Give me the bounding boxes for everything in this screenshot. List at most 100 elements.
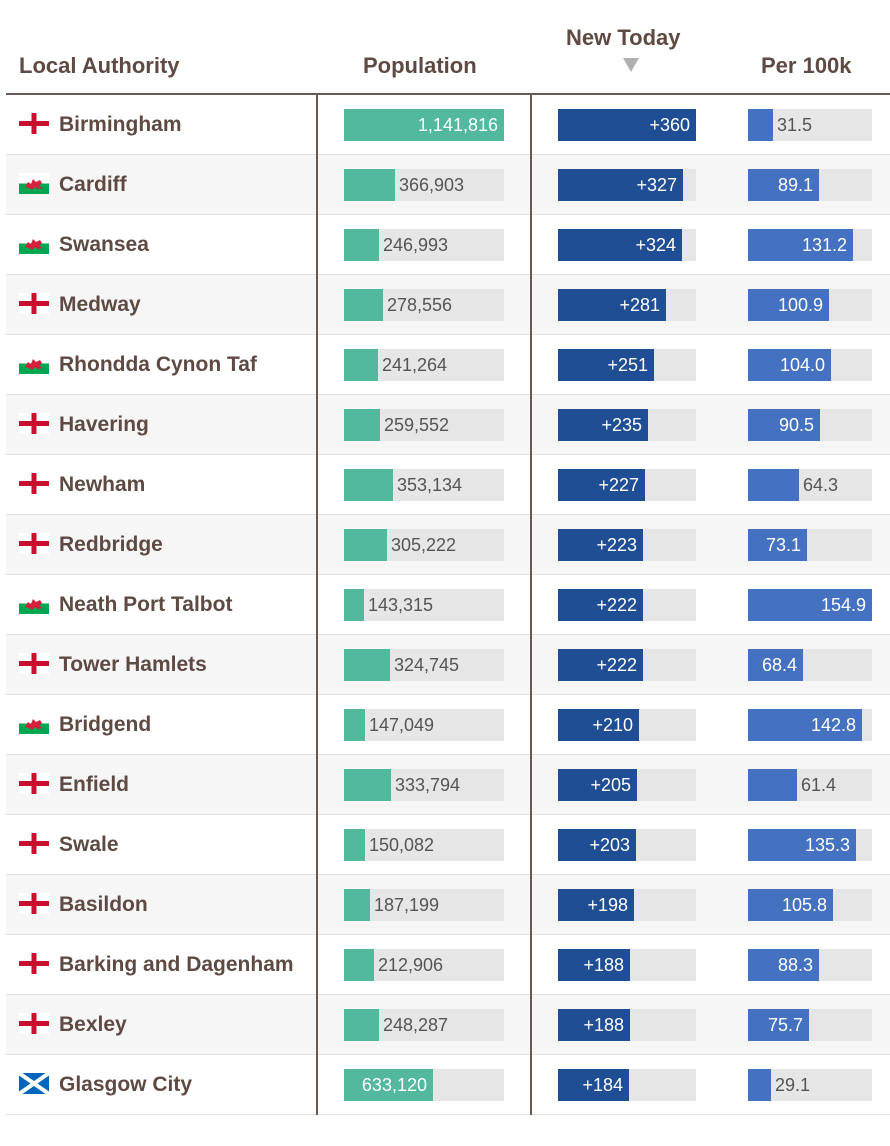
england-flag-icon <box>19 653 59 676</box>
population-bar <box>344 469 393 501</box>
sort-descending-icon[interactable] <box>623 58 639 72</box>
new-today-bar-track: +203 <box>558 829 696 861</box>
new-today-value: +222 <box>596 595 637 615</box>
england-flag-icon <box>19 953 59 976</box>
new-today-bar-track: +324 <box>558 229 696 261</box>
table-row[interactable]: Havering 259,552 +235 90.5 <box>6 395 890 455</box>
table-row[interactable]: Barking and Dagenham 212,906 +188 88.3 <box>6 935 890 995</box>
population-value: 143,315 <box>368 595 434 615</box>
column-header-per-100k[interactable]: Per 100k <box>761 53 852 78</box>
new-today-bar-track: +205 <box>558 769 696 801</box>
per-100k-bar-track: 90.5 <box>748 409 872 441</box>
column-header-new-today[interactable]: New Today <box>566 25 681 50</box>
authority-name: Medway <box>19 291 309 318</box>
population-bar <box>344 529 387 561</box>
authority-name: Enfield <box>19 771 309 798</box>
england-flag-icon <box>19 773 59 796</box>
population-bar <box>344 109 504 141</box>
population-bar <box>344 289 383 321</box>
population-bar <box>344 409 380 441</box>
authority-name-text: Newham <box>59 473 146 496</box>
population-bar <box>344 769 391 801</box>
table-row[interactable]: Rhondda Cynon Taf 241,264 +251 104.0 <box>6 335 890 395</box>
new-today-bar <box>558 469 645 501</box>
authority-name: Swansea <box>19 231 309 258</box>
population-value: 305,222 <box>391 535 457 555</box>
population-bar-track: 241,264 <box>344 349 504 381</box>
new-today-bar <box>558 649 643 681</box>
wales-flag-icon <box>19 713 59 736</box>
authority-name: Tower Hamlets <box>19 651 309 678</box>
table-row[interactable]: Basildon 187,199 +198 105.8 <box>6 875 890 935</box>
table-row[interactable]: Birmingham 1,141,816 +360 31.5 <box>6 95 890 155</box>
england-flag-icon <box>19 533 59 556</box>
per-100k-value: 90.5 <box>778 415 814 435</box>
new-today-bar-track: +251 <box>558 349 696 381</box>
table-row[interactable]: Neath Port Talbot 143,315 +222 154.9 <box>6 575 890 635</box>
per-100k-bar <box>748 709 862 741</box>
new-today-bar <box>558 949 630 981</box>
authority-name: Bridgend <box>19 711 309 738</box>
authority-name-text: Medway <box>59 293 141 316</box>
new-today-value: +210 <box>592 715 633 735</box>
new-today-bar <box>558 109 696 141</box>
population-value: 212,906 <box>378 955 444 975</box>
table-row[interactable]: Glasgow City 633,120 +184 29.1 <box>6 1055 890 1115</box>
per-100k-bar-track: 154.9 <box>748 589 872 621</box>
table-header: Local Authority Population New Today Per… <box>6 0 890 95</box>
population-value: 150,082 <box>369 835 435 855</box>
new-today-bar-track: +198 <box>558 889 696 921</box>
table-row[interactable]: Bexley 248,287 +188 75.7 <box>6 995 890 1055</box>
new-today-bar-track: +327 <box>558 169 696 201</box>
new-today-bar <box>558 529 643 561</box>
per-100k-bar <box>748 529 807 561</box>
authority-name-text: Basildon <box>59 893 148 916</box>
population-bar <box>344 169 395 201</box>
new-today-bar <box>558 1069 629 1101</box>
new-today-value: +222 <box>596 655 637 675</box>
table-row[interactable]: Tower Hamlets 324,745 +222 68.4 <box>6 635 890 695</box>
population-bar-track: 278,556 <box>344 289 504 321</box>
population-value: 246,993 <box>383 235 449 255</box>
wales-flag-icon <box>19 233 59 256</box>
per-100k-bar-track: 68.4 <box>748 649 872 681</box>
population-value: 248,287 <box>383 1015 449 1035</box>
authority-name: Basildon <box>19 891 309 918</box>
table-row[interactable]: Bridgend 147,049 +210 142.8 <box>6 695 890 755</box>
new-today-value: +223 <box>596 535 637 555</box>
table-row[interactable]: Redbridge 305,222 +223 73.1 <box>6 515 890 575</box>
new-today-bar-track: +188 <box>558 949 696 981</box>
population-bar-track: 143,315 <box>344 589 504 621</box>
population-bar-track: 212,906 <box>344 949 504 981</box>
per-100k-value: 68.4 <box>761 655 797 675</box>
authority-name: Swale <box>19 831 309 858</box>
england-flag-icon <box>19 293 59 316</box>
new-today-bar <box>558 889 634 921</box>
population-bar <box>344 1069 433 1101</box>
population-value: 187,199 <box>374 895 440 915</box>
column-header-population[interactable]: Population <box>363 53 477 78</box>
authority-name-text: Glasgow City <box>59 1073 193 1096</box>
new-today-value: +281 <box>619 295 660 315</box>
per-100k-value: 75.7 <box>767 1015 803 1035</box>
table-row[interactable]: Swansea 246,993 +324 131.2 <box>6 215 890 275</box>
table-row[interactable]: Newham 353,134 +227 64.3 <box>6 455 890 515</box>
per-100k-bar-track: 64.3 <box>748 469 872 501</box>
new-today-bar <box>558 169 683 201</box>
table-row[interactable]: Medway 278,556 +281 100.9 <box>6 275 890 335</box>
per-100k-bar <box>748 289 829 321</box>
population-bar-track: 366,903 <box>344 169 504 201</box>
table-body: Birmingham 1,141,816 +360 31.5 Cardiff 366,90… <box>6 95 890 1115</box>
table-row[interactable]: Swale 150,082 +203 135.3 <box>6 815 890 875</box>
population-value: 278,556 <box>387 295 453 315</box>
per-100k-bar-track: 88.3 <box>748 949 872 981</box>
population-bar <box>344 949 374 981</box>
column-divider <box>316 95 318 1115</box>
table-row[interactable]: Cardiff 366,903 +327 89.1 <box>6 155 890 215</box>
england-flag-icon <box>19 1013 59 1036</box>
table-row[interactable]: Enfield 333,794 +205 61.4 <box>6 755 890 815</box>
per-100k-bar <box>748 889 833 921</box>
column-header-local-authority[interactable]: Local Authority <box>19 53 180 78</box>
england-flag-icon <box>19 113 59 136</box>
per-100k-bar-track: 135.3 <box>748 829 872 861</box>
